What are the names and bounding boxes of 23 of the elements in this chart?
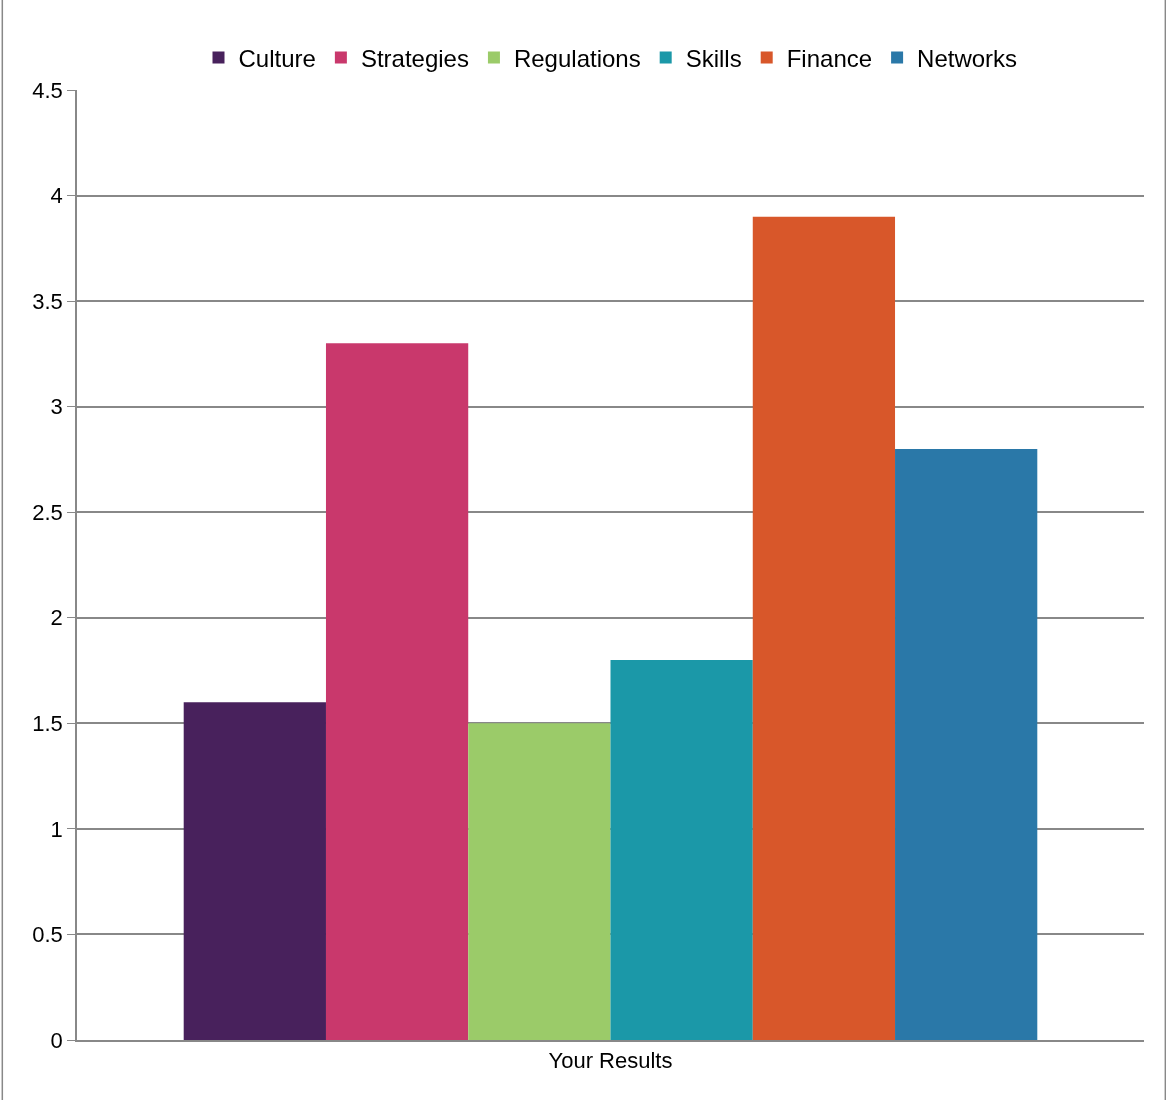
legend-label: Networks	[917, 44, 1018, 72]
legend-label: Finance	[786, 44, 873, 72]
bar	[468, 723, 611, 1040]
y-tick-label: 3.5	[32, 288, 63, 314]
y-tick-label: 0.5	[32, 922, 63, 948]
y-tick-label: 2.5	[32, 499, 63, 525]
y-tick-label: 1	[50, 816, 63, 842]
y-tick-label: 4.5	[32, 77, 63, 103]
y-tick-label: 1.5	[32, 711, 63, 737]
y-tick-label: 4	[50, 183, 63, 209]
legend-label: Skills	[685, 44, 742, 72]
bar	[610, 660, 753, 1040]
legend-label: Strategies	[360, 44, 469, 72]
legend-label: Regulations	[513, 44, 641, 72]
bar	[325, 343, 469, 1040]
bar	[895, 448, 1038, 1040]
legend-label: Culture	[238, 44, 316, 72]
bar	[752, 216, 896, 1040]
y-tick-label: 2	[50, 605, 63, 631]
x-tick-label: Your Results	[548, 1048, 673, 1074]
bar	[183, 702, 326, 1040]
y-tick-label: 3	[50, 394, 63, 420]
y-tick-label: 0	[50, 1027, 63, 1053]
